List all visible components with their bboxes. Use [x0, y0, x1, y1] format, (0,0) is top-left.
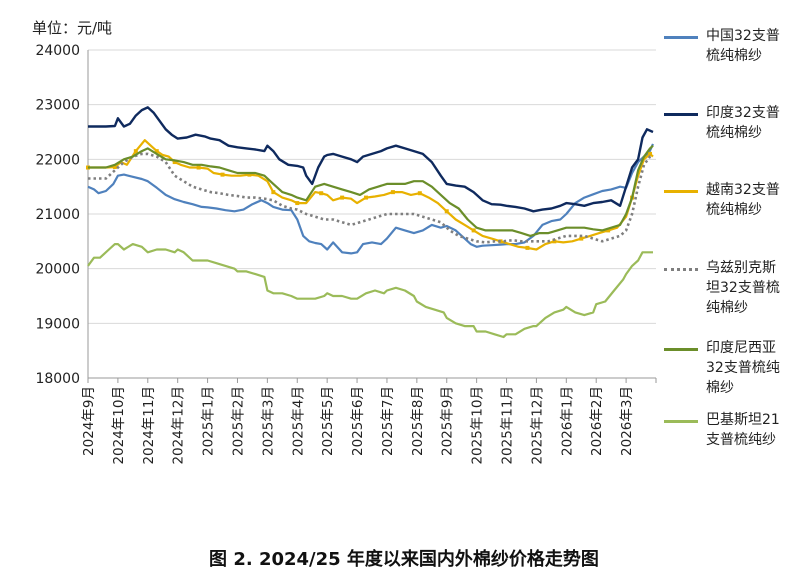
series-line: [88, 144, 654, 237]
x-tick-label: 2025年11月: [500, 386, 516, 465]
x-tick-label: 2024年10月: [111, 386, 127, 465]
series-marker: [417, 191, 422, 196]
legend-label-line: 巴基斯坦21: [706, 412, 780, 428]
legend-swatch: [664, 420, 698, 423]
x-tick-label: 2026年1月: [559, 386, 575, 456]
x-axis-ticks: 2024年9月 2024年10月 2024年11月 2024年12月 2025年1月 20…: [81, 386, 635, 465]
legend-item: 印度尼西亚 32支普梳纯 棉纱: [664, 338, 806, 398]
series-marker: [247, 172, 252, 177]
series-marker: [112, 164, 117, 169]
y-tick-label: 19000: [35, 316, 80, 332]
x-tick-label: 2025年8月: [410, 386, 426, 456]
x-tick-label: 2025年3月: [260, 386, 276, 456]
legend-label-line: 支普梳纯纱: [706, 432, 776, 448]
legend-label-line: 印度32支普: [706, 105, 780, 121]
y-tick-label: 21000: [35, 207, 80, 223]
series-marker: [319, 191, 324, 196]
series-marker: [390, 190, 395, 195]
legend-label: 中国32支普 梳纯棉纱: [706, 26, 806, 66]
x-tick-label: 2025年6月: [350, 386, 366, 456]
series-lines: [86, 106, 655, 339]
legend-item: 越南32支普 梳纯棉纱: [664, 180, 806, 220]
legend-label: 越南32支普 梳纯棉纱: [706, 180, 806, 220]
legend-swatch: [664, 113, 698, 116]
legend-item: 印度32支普 梳纯棉纱: [664, 103, 806, 143]
x-tick-label: 2024年9月: [81, 386, 97, 456]
series-marker: [154, 149, 159, 154]
series-marker: [579, 236, 584, 241]
series-marker: [552, 239, 557, 244]
gridlines: [88, 49, 656, 324]
legend-item: 中国32支普 梳纯棉纱: [664, 26, 806, 66]
x-tick-label: 2026年2月: [589, 386, 605, 456]
series-line: [87, 243, 653, 339]
y-tick-label: 23000: [35, 98, 80, 114]
y-axis-ticks: 18000 19000 20000 21000 22000 23000 24000: [35, 43, 80, 387]
figure-caption: 图 2. 2024/25 年度以来国内外棉纱价格走势图: [209, 549, 599, 570]
y-tick-label: 18000: [35, 371, 80, 387]
legend-label-line: 乌兹别克斯: [706, 260, 776, 276]
legend-label-line: 棉纱: [706, 380, 734, 396]
legend-label-line: 32支普梳纯: [706, 360, 780, 376]
x-tick-label: 2025年5月: [320, 386, 336, 456]
series-marker: [271, 190, 276, 195]
x-tick-label: 2025年4月: [290, 386, 306, 456]
series-marker: [471, 228, 476, 233]
axes: [87, 50, 657, 383]
y-axis-unit-label: 单位：元/吨: [32, 19, 113, 37]
series-marker: [340, 195, 345, 200]
legend-label-line: 梳纯棉纱: [706, 125, 762, 141]
legend-label-line: 印度尼西亚: [706, 340, 776, 356]
series-marker: [196, 165, 201, 170]
legend-swatch: [664, 348, 698, 351]
legend-label-line: 纯棉纱: [706, 300, 748, 316]
series-line: [88, 106, 654, 213]
y-tick-label: 22000: [35, 152, 80, 168]
legend-label: 乌兹别克斯坦32支普梳 纯棉纱: [706, 258, 806, 318]
legend-label-line: 越南32支普: [706, 182, 780, 198]
y-tick-label: 24000: [35, 43, 80, 59]
series-line: [87, 143, 655, 255]
legend-label-line: 梳纯棉纱: [706, 48, 762, 64]
series-marker: [364, 195, 369, 200]
legend-swatch: [664, 190, 698, 193]
legend-label: 巴基斯坦21 支普梳纯纱: [706, 410, 806, 450]
legend-label-line: 梳纯棉纱: [706, 202, 762, 218]
series-marker: [220, 172, 225, 177]
legend-item: 巴基斯坦21 支普梳纯纱: [664, 410, 806, 450]
x-tick-label: 2025年9月: [440, 386, 456, 456]
x-tick-label: 2024年12月: [171, 386, 187, 465]
series-line: [88, 139, 654, 251]
legend-swatch: [664, 268, 698, 271]
x-tick-label: 2025年2月: [230, 386, 246, 456]
x-tick-label: 2024年11月: [141, 386, 157, 465]
legend-swatch: [664, 36, 698, 39]
series-marker: [648, 151, 653, 156]
x-tick-label: 2025年7月: [380, 386, 396, 456]
series-line: [88, 152, 654, 244]
series-marker: [133, 149, 138, 154]
legend-label: 印度32支普 梳纯棉纱: [706, 103, 806, 143]
legend-item: 乌兹别克斯坦32支普梳 纯棉纱: [664, 258, 806, 318]
x-tick-label: 2025年12月: [529, 386, 545, 465]
series-marker: [172, 160, 177, 165]
x-tick-label: 2025年1月: [201, 386, 217, 456]
series-marker: [606, 228, 611, 233]
legend-label: 印度尼西亚 32支普梳纯 棉纱: [706, 338, 806, 398]
legend-label-line: 坦32支普梳: [706, 280, 780, 296]
series-marker: [295, 201, 300, 206]
series-marker: [525, 245, 530, 250]
x-tick-label: 2025年10月: [470, 386, 486, 465]
legend-label-line: 中国32支普: [706, 28, 780, 44]
series-marker: [444, 209, 449, 214]
x-tick-label: 2026年3月: [619, 386, 635, 456]
y-tick-label: 20000: [35, 262, 80, 278]
